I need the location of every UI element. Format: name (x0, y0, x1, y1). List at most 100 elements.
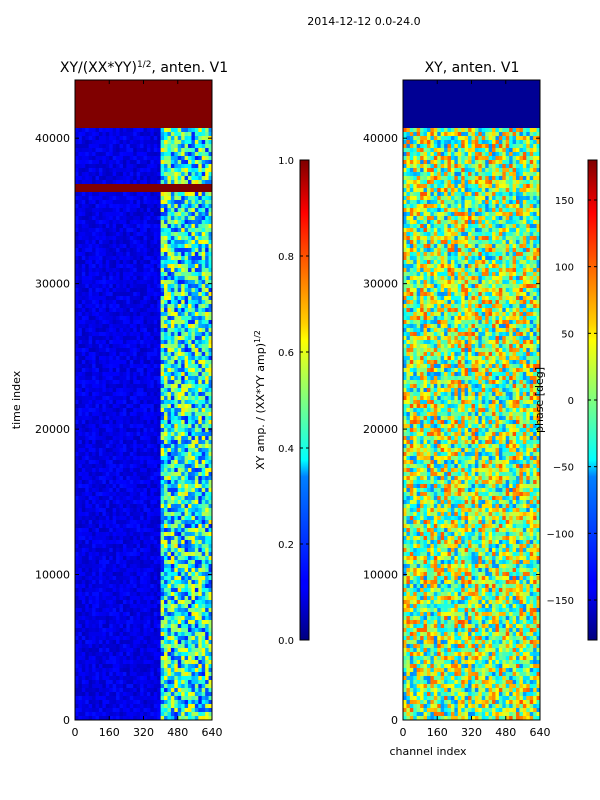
heatmap-cell (78, 360, 83, 365)
heatmap-cell (167, 364, 172, 369)
heatmap-cell (122, 388, 127, 393)
heatmap-cell (109, 240, 114, 245)
heatmap-cell (208, 120, 213, 125)
heatmap-cell (95, 80, 100, 85)
heatmap-cell (150, 268, 155, 273)
heatmap-cell (109, 332, 114, 337)
heatmap-cell (126, 164, 131, 169)
heatmap-cell (205, 144, 210, 149)
heatmap-cell (205, 228, 210, 233)
heatmap-cell (85, 104, 90, 109)
heatmap-cell (81, 504, 86, 509)
heatmap-cell (102, 324, 107, 329)
heatmap-cell (92, 352, 97, 357)
heatmap-cell (98, 80, 103, 85)
heatmap-cell (208, 132, 213, 137)
heatmap-cell (102, 116, 107, 121)
heatmap-cell (177, 508, 182, 513)
heatmap-cell (191, 404, 196, 409)
heatmap-cell (78, 388, 83, 393)
heatmap-cell (174, 92, 179, 97)
heatmap-cell (205, 248, 210, 253)
heatmap-cell (167, 288, 172, 293)
heatmap-cell (201, 172, 206, 177)
heatmap-cell (146, 336, 151, 341)
heatmap-cell (122, 400, 127, 405)
heatmap-cell (205, 148, 210, 153)
heatmap-cell (122, 224, 127, 229)
heatmap-cell (98, 316, 103, 321)
heatmap-cell (78, 212, 83, 217)
heatmap-cell (98, 452, 103, 457)
heatmap-cell (181, 204, 186, 209)
heatmap-cell (133, 188, 138, 193)
heatmap-cell (78, 452, 83, 457)
heatmap-cell (119, 416, 124, 421)
heatmap-cell (122, 212, 127, 217)
heatmap-cell (119, 228, 124, 233)
heatmap-cell (143, 568, 148, 573)
heatmap-cell (188, 84, 192, 89)
heatmap-cell (194, 280, 199, 285)
heatmap-cell (112, 464, 117, 469)
heatmap-cell (140, 204, 144, 209)
heatmap-cell (174, 196, 179, 201)
heatmap-cell (119, 568, 124, 573)
heatmap-cell (181, 200, 186, 205)
heatmap-cell (136, 560, 141, 565)
heatmap-cell (205, 280, 210, 285)
heatmap-cell (150, 572, 155, 577)
heatmap-cell (143, 500, 148, 505)
heatmap-cell (85, 204, 90, 209)
heatmap-cell (177, 364, 182, 369)
heatmap-cell (95, 84, 100, 89)
heatmap-cell (122, 300, 127, 305)
heatmap-cell (105, 272, 110, 277)
heatmap-cell (102, 188, 107, 193)
heatmap-cell (208, 556, 213, 561)
heatmap-cell (85, 572, 90, 577)
heatmap-cell (78, 516, 83, 521)
heatmap-cell (78, 124, 83, 129)
heatmap-cell (95, 464, 100, 469)
heatmap-cell (98, 188, 103, 193)
heatmap-cell (157, 132, 162, 137)
heatmap-cell (174, 272, 179, 277)
heatmap-cell (164, 332, 168, 337)
heatmap-cell (81, 308, 86, 313)
heatmap-cell (95, 312, 100, 317)
heatmap-cell (153, 440, 158, 445)
heatmap-cell (170, 500, 175, 505)
heatmap-cell (184, 304, 189, 309)
heatmap-cell (122, 480, 127, 485)
heatmap-cell (157, 288, 162, 293)
heatmap-cell (136, 380, 141, 385)
heatmap-cell (92, 88, 97, 93)
heatmap-cell (119, 576, 124, 581)
heatmap-cell (81, 492, 86, 497)
heatmap-cell (157, 524, 162, 529)
heatmap-cell (105, 340, 110, 345)
heatmap-cell (201, 288, 206, 293)
heatmap-cell (133, 576, 138, 581)
heatmap-cell (164, 208, 168, 213)
heatmap-cell (92, 348, 97, 353)
heatmap-cell (177, 168, 182, 173)
heatmap-cell (78, 496, 83, 501)
heatmap-cell (78, 292, 83, 297)
heatmap-cell (201, 564, 206, 569)
heatmap-cell (174, 416, 179, 421)
heatmap-cell (191, 412, 196, 417)
heatmap-cell (98, 572, 103, 577)
heatmap-cell (170, 576, 175, 581)
heatmap-cell (81, 132, 86, 137)
heatmap-cell (133, 152, 138, 157)
heatmap-cell (119, 284, 124, 289)
heatmap-cell (78, 396, 83, 401)
heatmap-cell (92, 232, 97, 237)
heatmap-cell (201, 340, 206, 345)
heatmap-cell (160, 276, 165, 281)
heatmap-cell (109, 352, 114, 357)
heatmap-cell (157, 392, 162, 397)
heatmap-cell (153, 248, 158, 253)
